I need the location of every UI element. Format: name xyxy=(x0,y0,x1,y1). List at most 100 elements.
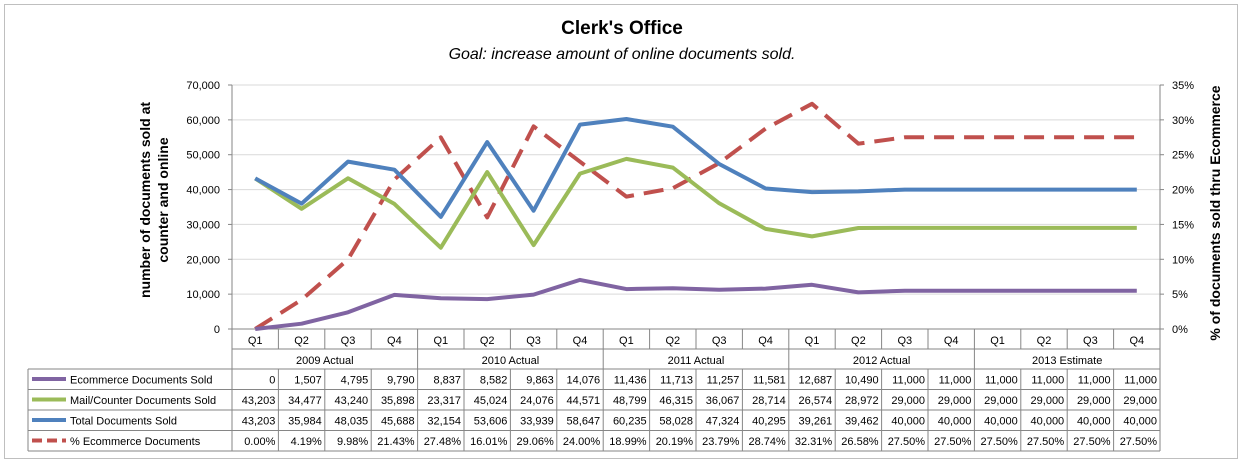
year-group-label: 2012 Actual xyxy=(853,355,911,367)
data-cell: 16.01% xyxy=(470,436,508,448)
quarter-label: Q2 xyxy=(480,335,495,347)
data-cell: 20.19% xyxy=(656,436,694,448)
data-cell: 29,000 xyxy=(938,395,972,407)
data-cell: 39,462 xyxy=(845,416,879,428)
data-cell: 28,972 xyxy=(845,395,879,407)
data-cell: 27.50% xyxy=(1073,436,1111,448)
data-cell: 36,067 xyxy=(706,395,740,407)
data-cell: 43,203 xyxy=(242,416,276,428)
quarter-label: Q4 xyxy=(758,335,773,347)
quarter-label: Q3 xyxy=(897,335,912,347)
data-cell: 40,000 xyxy=(1123,416,1157,428)
quarter-label: Q2 xyxy=(294,335,309,347)
data-cell: 12,687 xyxy=(799,375,833,387)
series-line xyxy=(254,101,1137,331)
y2-tick-label: 10% xyxy=(1172,254,1194,266)
data-cell: 40,000 xyxy=(938,416,972,428)
quarter-label: Q2 xyxy=(665,335,680,347)
quarter-label: Q2 xyxy=(851,335,866,347)
data-cell: 47,324 xyxy=(706,416,740,428)
chart-frame xyxy=(4,4,1238,459)
data-cell: 11,713 xyxy=(660,375,693,387)
data-cell: 24,076 xyxy=(520,395,554,407)
data-cell: 29,000 xyxy=(984,395,1018,407)
y2-tick-label: 30% xyxy=(1172,115,1194,127)
y-tick-label: 70,000 xyxy=(186,80,220,92)
data-cell: 32,154 xyxy=(427,416,461,428)
data-cell: 11,257 xyxy=(707,375,740,387)
data-cell: 0 xyxy=(269,375,275,387)
y2-tick-label: 25% xyxy=(1172,150,1194,162)
data-cell: 33,939 xyxy=(520,416,554,428)
data-cell: 45,688 xyxy=(381,416,415,428)
data-cell: 40,000 xyxy=(1077,416,1111,428)
y2-axis-title: % of documents sold thru Ecommerce xyxy=(1207,85,1223,340)
data-cell: 43,203 xyxy=(242,395,276,407)
data-cell: 34,477 xyxy=(288,395,322,407)
quarter-label: Q4 xyxy=(1129,335,1144,347)
year-group-label: 2011 Actual xyxy=(668,355,725,367)
data-cell: 11,436 xyxy=(614,375,647,387)
data-cell: 35,898 xyxy=(381,395,415,407)
quarter-label: Q2 xyxy=(1037,335,1052,347)
y-tick-label: 60,000 xyxy=(186,115,220,127)
chart-subtitle: Goal: increase amount of online document… xyxy=(448,46,796,63)
y-tick-label: 10,000 xyxy=(186,289,220,301)
quarter-label: Q3 xyxy=(712,335,727,347)
data-cell: 4,795 xyxy=(341,375,369,387)
data-cell: 40,295 xyxy=(752,416,786,428)
data-cell: 27.50% xyxy=(1120,436,1158,448)
data-cell: 11,000 xyxy=(1078,375,1111,387)
y-tick-label: 50,000 xyxy=(186,150,220,162)
data-cell: 10,490 xyxy=(845,375,879,387)
quarter-label: Q1 xyxy=(619,335,634,347)
data-cell: 28.74% xyxy=(748,436,786,448)
data-cell: 27.50% xyxy=(888,436,926,448)
quarter-label: Q1 xyxy=(248,335,263,347)
y-tick-label: 30,000 xyxy=(186,219,220,231)
data-cell: 58,647 xyxy=(567,416,601,428)
data-cell: 53,606 xyxy=(474,416,508,428)
data-cell: 27.50% xyxy=(934,436,972,448)
data-cell: 26.58% xyxy=(841,436,879,448)
data-cell: 9,790 xyxy=(387,375,415,387)
data-cell: 24.00% xyxy=(563,436,601,448)
data-cell: 4.19% xyxy=(291,436,322,448)
data-cell: 43,240 xyxy=(335,395,369,407)
year-group-label: 2013 Estimate xyxy=(1032,355,1102,367)
data-cell: 39,261 xyxy=(799,416,833,428)
data-cell: 27.50% xyxy=(1027,436,1065,448)
data-cell: 28,714 xyxy=(752,395,786,407)
data-cell: 45,024 xyxy=(474,395,508,407)
y2-tick-label: 5% xyxy=(1172,289,1188,301)
data-cell: 11,000 xyxy=(985,375,1018,387)
series-name: Ecommerce Documents Sold xyxy=(70,375,212,387)
series-line xyxy=(254,117,1137,219)
data-cell: 26,574 xyxy=(799,395,833,407)
data-cell: 11,000 xyxy=(892,375,925,387)
series-line xyxy=(254,277,1137,331)
quarter-label: Q1 xyxy=(805,335,820,347)
quarter-label: Q3 xyxy=(1083,335,1098,347)
quarter-label: Q4 xyxy=(387,335,402,347)
quarter-label: Q1 xyxy=(990,335,1005,347)
data-cell: 8,582 xyxy=(480,375,508,387)
data-cell: 44,571 xyxy=(567,395,601,407)
quarter-label: Q3 xyxy=(526,335,541,347)
quarter-label: Q1 xyxy=(433,335,448,347)
series-name: % Ecommerce Documents xyxy=(70,436,201,448)
y-tick-label: 40,000 xyxy=(186,185,220,197)
quarter-label: Q4 xyxy=(573,335,588,347)
y2-tick-label: 0% xyxy=(1172,324,1188,336)
data-cell: 27.48% xyxy=(424,436,462,448)
data-cell: 11,000 xyxy=(1124,375,1157,387)
data-cell: 11,581 xyxy=(753,375,786,387)
data-cell: 60,235 xyxy=(613,416,647,428)
data-cell: 9,863 xyxy=(526,375,554,387)
data-cell: 23,317 xyxy=(427,395,461,407)
data-cell: 8,837 xyxy=(433,375,461,387)
data-cell: 40,000 xyxy=(1031,416,1065,428)
y2-tick-label: 15% xyxy=(1172,219,1194,231)
data-cell: 29,000 xyxy=(891,395,925,407)
